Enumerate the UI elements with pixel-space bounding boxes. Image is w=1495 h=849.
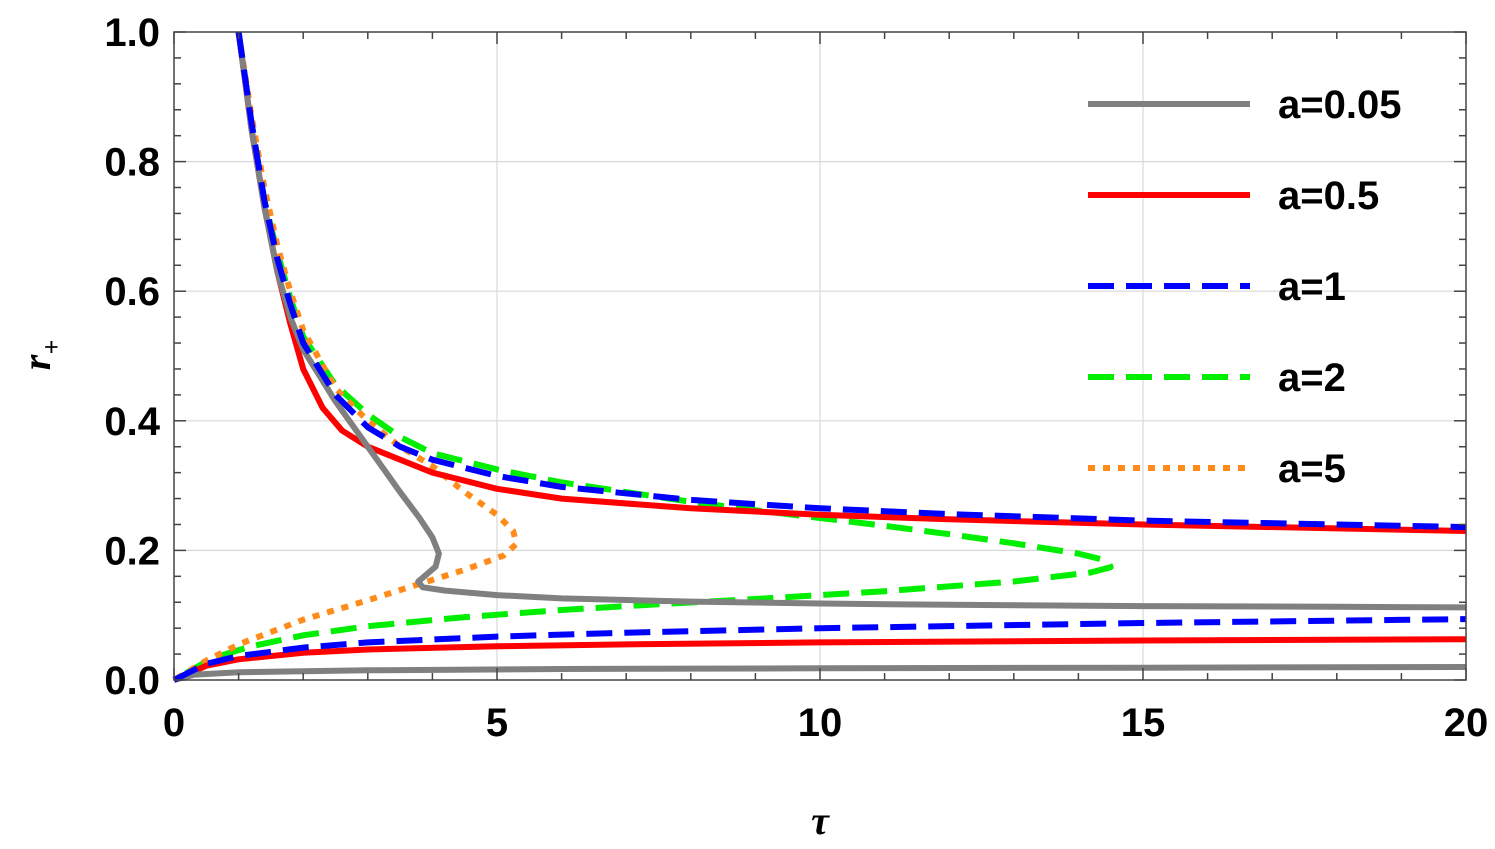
x-tick-labels: 0 5 10 15 20 — [163, 701, 1488, 745]
y-tick-label: 1.0 — [104, 11, 160, 55]
y-tick-labels: 0.0 0.2 0.4 0.6 0.8 1.0 — [104, 11, 160, 703]
series-line-a-0-05-lower-branch — [173, 664, 1467, 683]
x-tick-label: 0 — [163, 701, 185, 745]
y-tick-label: 0.0 — [104, 659, 160, 703]
y-tick-label: 0.4 — [104, 400, 160, 444]
legend-label: a=2 — [1278, 356, 1346, 400]
plot-series — [172, 31, 1467, 683]
x-tick-label: 5 — [486, 701, 508, 745]
x-tick-label: 20 — [1444, 701, 1489, 745]
series-line-a-1-lower-branch — [172, 616, 1467, 683]
y-tick-label: 0.2 — [104, 529, 160, 573]
y-axis-label: r+ — [14, 340, 66, 370]
legend: a=0.05 a=0.5 a=1 a=2 a=5 — [1088, 83, 1401, 491]
y-axis-label-main: r — [14, 354, 59, 370]
series-line-a-0-05 — [235, 31, 1467, 611]
series-line-a-1 — [235, 31, 1467, 531]
legend-label: a=0.5 — [1278, 174, 1379, 218]
legend-label: a=5 — [1278, 447, 1346, 491]
x-axis-label: τ — [811, 798, 830, 843]
legend-label: a=1 — [1278, 265, 1346, 309]
y-tick-label: 0.6 — [104, 270, 160, 314]
axis-ticks — [173, 31, 1467, 681]
y-axis-label-subscript: + — [37, 340, 66, 355]
x-tick-label: 10 — [798, 701, 843, 745]
x-tick-label: 15 — [1121, 701, 1166, 745]
series-line-a-5 — [172, 31, 520, 683]
legend-label: a=0.05 — [1278, 83, 1401, 127]
y-tick-label: 0.8 — [104, 141, 160, 185]
grid-lines — [174, 32, 1466, 680]
